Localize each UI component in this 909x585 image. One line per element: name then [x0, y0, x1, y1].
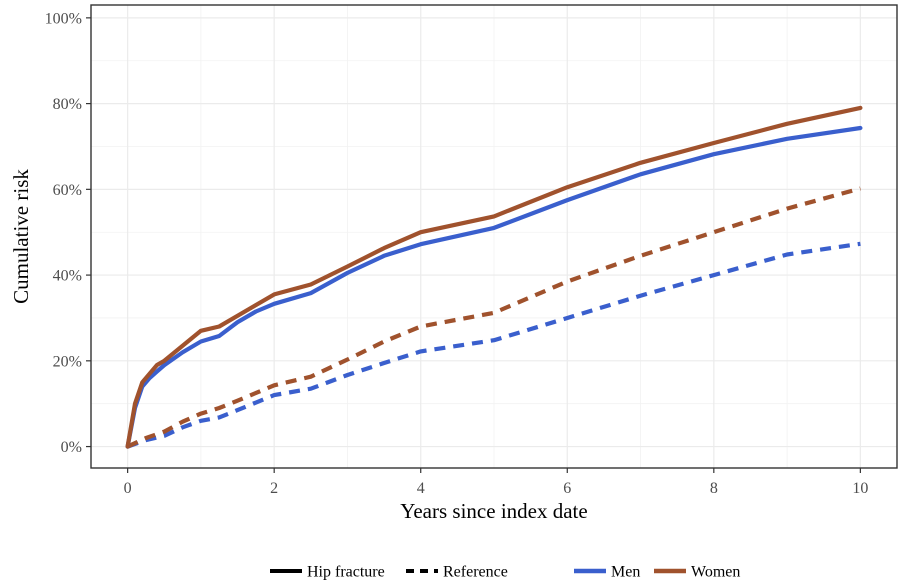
legend: Hip fracture Reference Men Women [270, 564, 740, 581]
y-tick-label: 100% [45, 10, 82, 27]
y-tick-label: 80% [53, 96, 82, 113]
y-tick-label: 40% [53, 268, 82, 285]
series-line-women-hip-fracture [125, 105, 863, 449]
y-tick-label: 60% [53, 182, 82, 199]
series-lines [125, 105, 863, 449]
legend-label-women: Women [691, 564, 740, 581]
y-tick-label: 0% [61, 439, 82, 456]
legend-label-men: Men [611, 564, 640, 581]
x-tick-label: 0 [124, 480, 132, 497]
x-tick-label: 10 [852, 480, 868, 497]
plot-panel-border [90, 4, 898, 469]
x-axis-title: Years since index date [400, 499, 587, 523]
series-line-men-reference [126, 241, 861, 449]
x-tick-label: 2 [270, 480, 278, 497]
x-tick-label: 6 [563, 480, 571, 497]
axis-ticks: 0 2 4 6 8 100%20%40%60%80%100% [45, 10, 869, 497]
y-tick-label: 20% [53, 353, 82, 370]
x-tick-label: 8 [710, 480, 718, 497]
grid-lines [91, 5, 897, 468]
x-tick-label: 4 [417, 480, 425, 497]
legend-label-hip-fracture: Hip fracture [307, 564, 385, 581]
y-axis-title: Cumulative risk [9, 169, 33, 304]
series-line-men-hip-fracture [125, 125, 863, 449]
legend-label-reference: Reference [443, 564, 508, 581]
series-line-women-reference [126, 186, 861, 449]
